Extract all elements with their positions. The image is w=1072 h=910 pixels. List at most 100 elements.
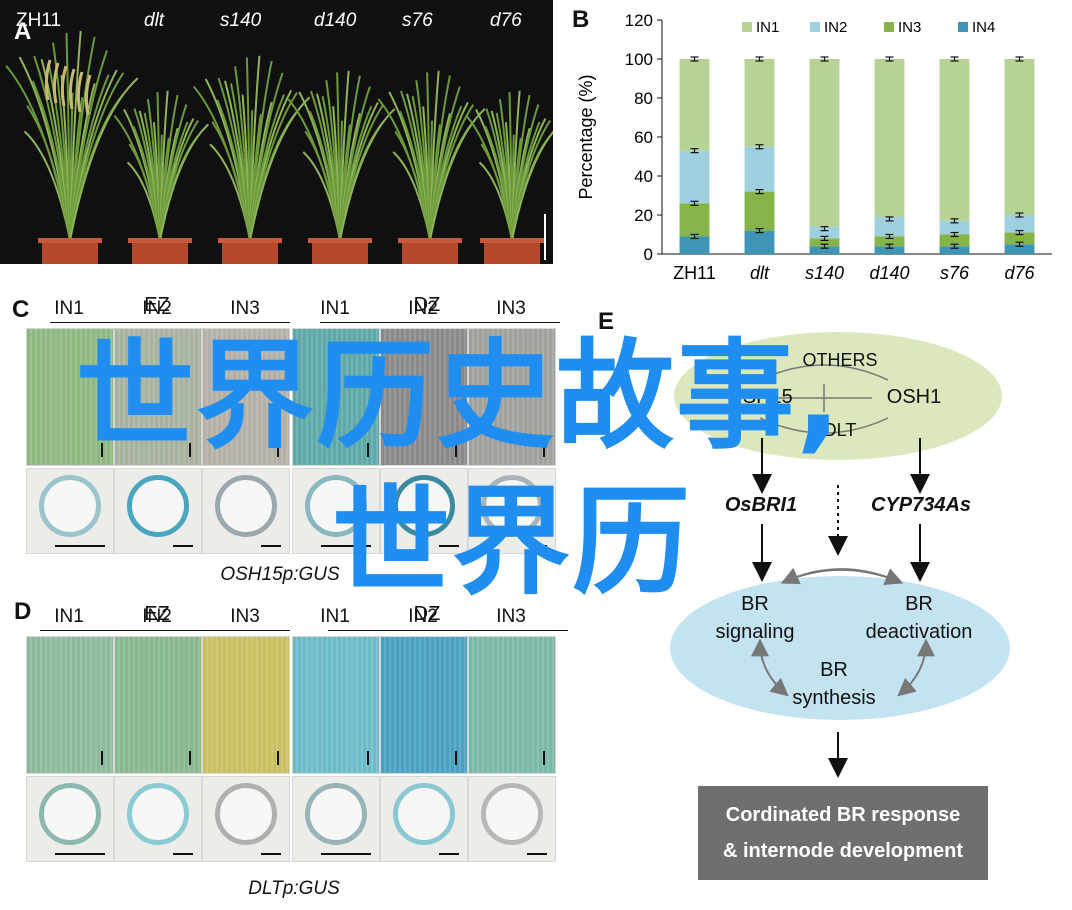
genotype-label: dlt [144,10,165,31]
bar-segment [939,220,970,235]
panel-d-caption: DLTp:GUS [248,878,340,899]
column-header: IN1 [54,298,84,319]
genotype-label: s140 [220,10,262,31]
legend-label: IN4 [972,19,995,36]
panel-c-caption: OSH15p:GUS [220,564,340,585]
column-header: IN2 [408,298,438,319]
column-header: IN2 [408,606,438,627]
dlt-label: DLT [823,420,857,440]
osh1-label: OSH1 [886,386,942,408]
group-line [40,630,290,631]
cross-section-tile [380,468,468,554]
legend-label: IN2 [824,19,847,36]
column-header: IN1 [320,298,350,319]
stem-section-tile [26,328,114,466]
cross-section-tile [202,468,290,554]
panel-label-b: B [572,6,590,33]
column-header: IN2 [142,298,172,319]
stem-section-tile [380,636,468,774]
cross-section-tile [380,776,468,862]
stem-section-tile [114,636,202,774]
bar-segment [744,59,775,147]
bar-segment [809,238,840,247]
cyp734as-label: CYP734As [870,494,972,516]
bar-segment [809,246,840,254]
panel-label-d: D [14,598,32,625]
panel-a-photo: ZH11 dlt s140 d140 s76 d76 [0,0,553,264]
y-tick-label: 20 [634,206,653,225]
column-header: IN1 [320,606,350,627]
br-deactivation-label: BR deactivation [865,593,973,643]
cross-section-tile [468,776,556,862]
column-header: IN3 [230,606,260,627]
br-signaling-label: BR signaling [715,593,795,643]
group-header-ez: EZ [144,603,170,625]
column-header: IN1 [54,606,84,627]
y-tick-label: 0 [644,245,653,264]
column-header: IN2 [142,606,172,627]
group-line [50,322,290,323]
br-synthesis-label: BR synthesis [792,659,876,709]
bar-segment [874,246,905,254]
bar-segment [744,191,775,231]
watermark-line-1: 世界历史故事, [76,327,843,465]
regulatory-diagram [670,332,1010,778]
column-header: IN3 [230,298,260,319]
outcome-box: Cordinated BR response & internode develo… [698,786,988,880]
genotype-label: d140 [314,10,357,31]
y-tick-label: 80 [634,89,653,108]
bar-segment [874,236,905,247]
others-label: OTHERS [802,350,878,370]
cross-section-tile [114,468,202,554]
bar-segment [744,146,775,192]
bar-segment [939,246,970,254]
group-line [328,630,568,631]
rice-plant [465,90,553,264]
group-header-ez: EZ [144,294,170,316]
rice-plant [5,30,139,264]
x-tick-label: ZH11 [673,263,716,283]
bar-segment [939,59,970,221]
x-tick-label: s140 [805,263,844,283]
stem-section-tile [202,636,290,774]
cross-section-tile [292,468,380,554]
cross-section-tile [292,776,380,862]
group-line [320,322,560,323]
cross-section-tile [468,468,556,554]
bar-segment [874,59,905,217]
y-tick-label: 120 [625,11,653,30]
x-tick-label: dlt [750,263,770,283]
legend-swatch [742,22,752,32]
bar-segment [809,226,840,239]
stem-section-tile [292,636,380,774]
column-header: IN3 [496,606,526,627]
rice-plant [192,55,311,264]
rice-plant [113,90,210,264]
bar-segment [939,234,970,247]
rice-plant [287,70,396,264]
y-tick-label: 40 [634,167,653,186]
group-header-dz: DZ [413,294,441,316]
stem-section-tile [468,328,556,466]
bar-segment [679,150,710,204]
panel-label-e: E [598,308,615,335]
osbri1-label: OsBRI1 [724,494,798,516]
bar-segment [1004,244,1035,254]
blue-ellipse [670,576,1010,720]
bar-segment [744,230,775,254]
genotype-label: ZH11 [16,10,62,31]
bar-segment [1004,59,1035,215]
legend-swatch [884,22,894,32]
stacked-bar-chart: 0 20 40 60 80 100 120 Percentage (%) ZH11 dlt s140… [576,11,1052,283]
legend-label: IN3 [898,19,921,36]
y-tick-label: 60 [634,128,653,147]
bar-segment [1004,232,1035,245]
panel-label-c: C [12,296,30,323]
bar-segment [809,59,840,227]
bar-segment [874,216,905,237]
cross-section-tile [202,776,290,862]
osh15-label: OSH15 [727,386,793,408]
group-header-dz: DZ [413,603,441,625]
stem-section-tile [380,328,468,466]
column-header: IN3 [496,298,526,319]
